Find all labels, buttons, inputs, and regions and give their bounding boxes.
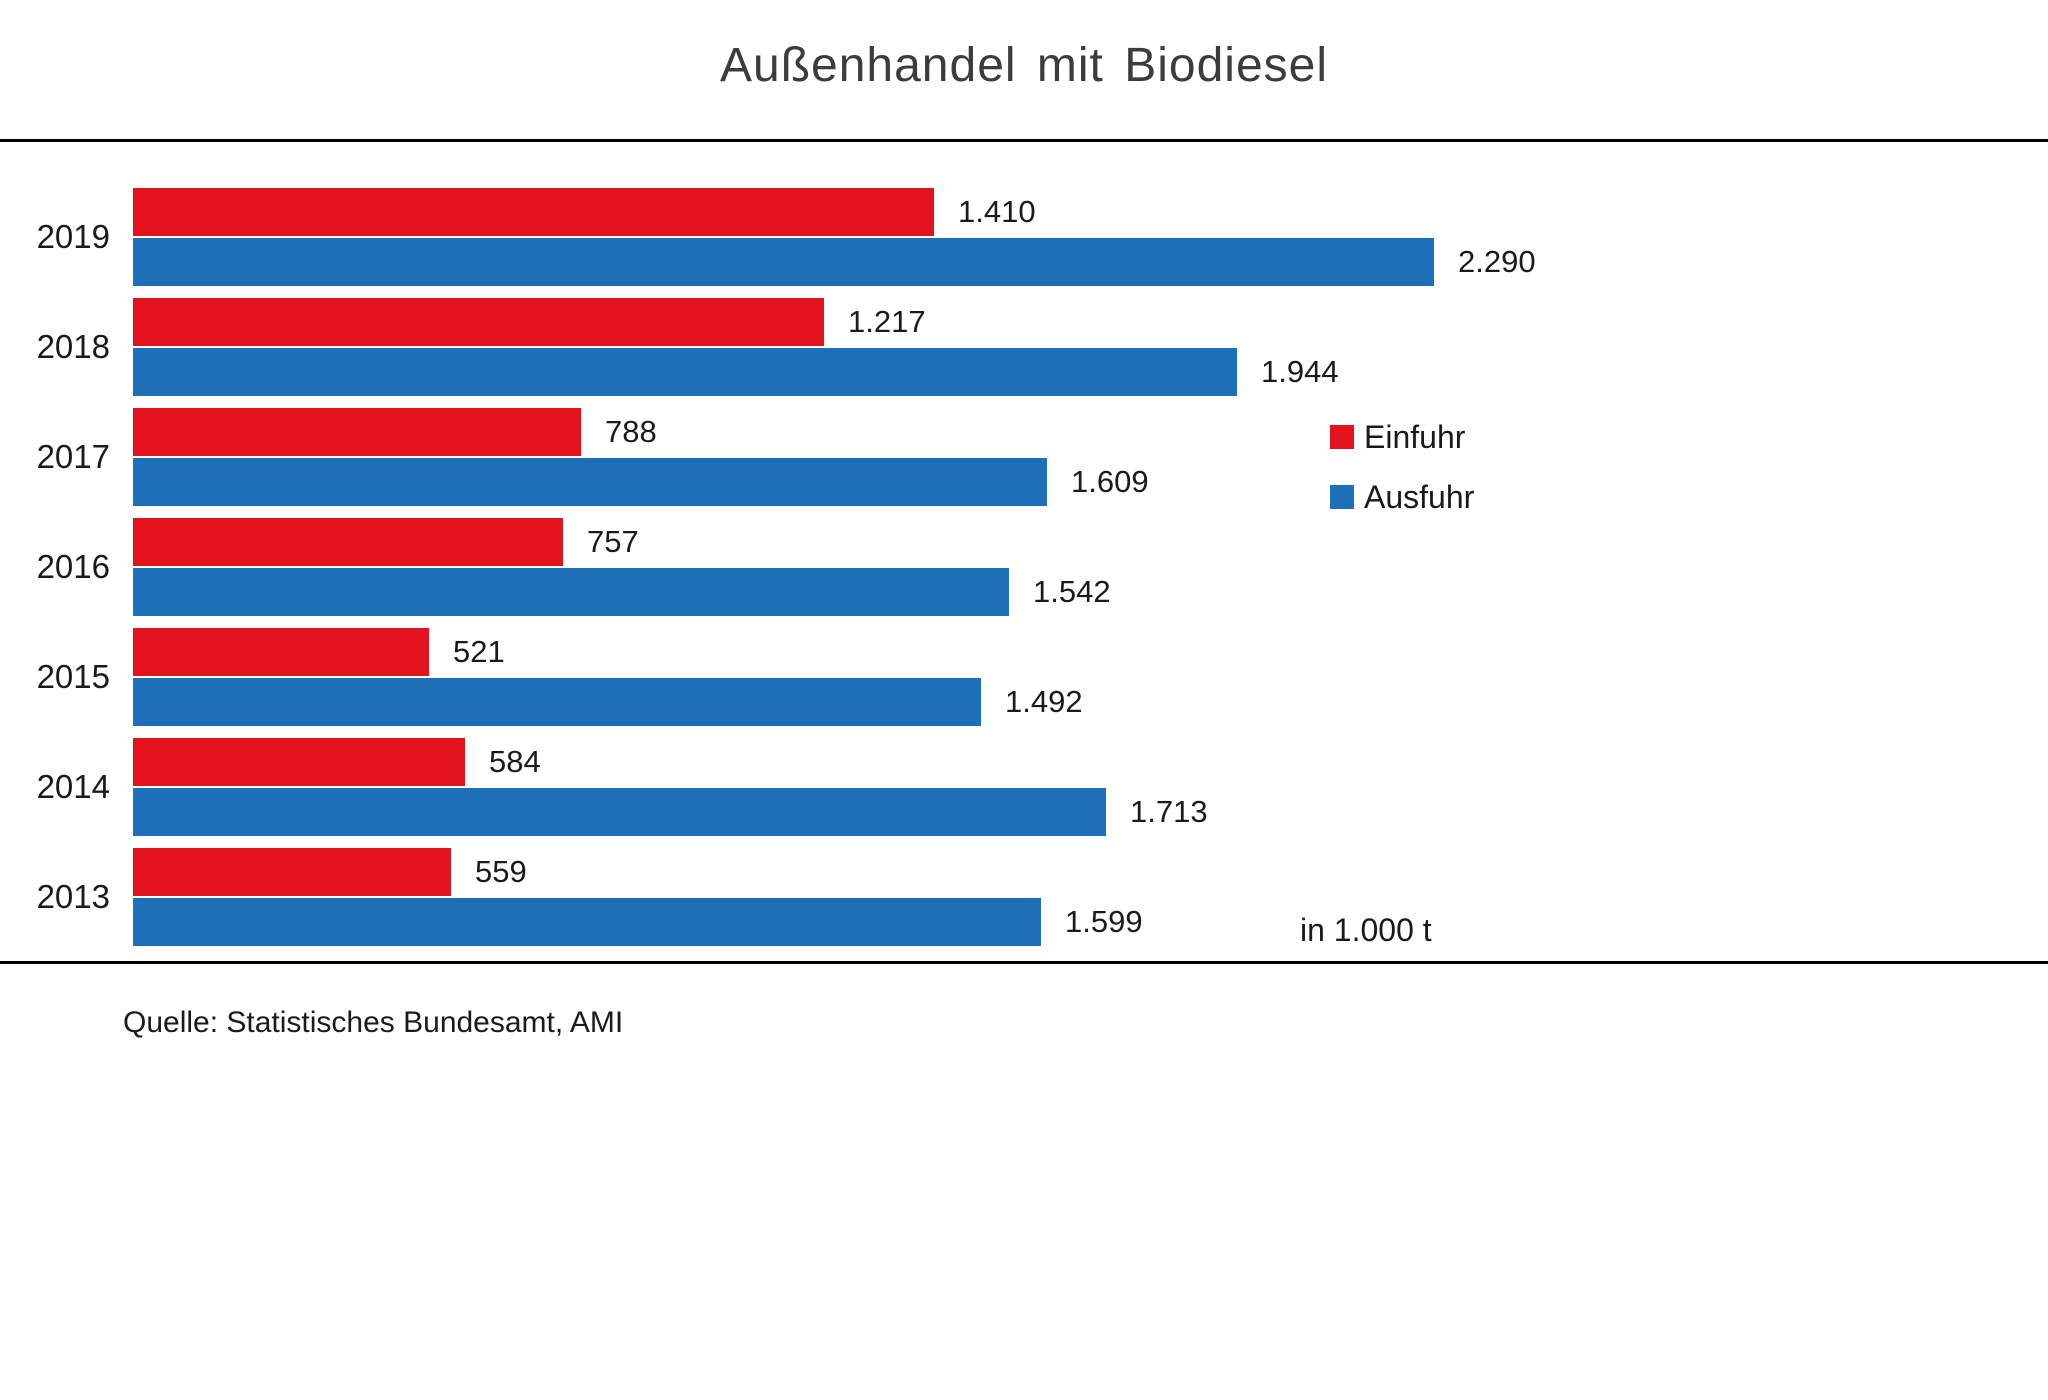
einfuhr-bar-row: 757 — [133, 518, 1536, 566]
ausfuhr-bar-row: 1.492 — [133, 678, 1536, 726]
top-divider — [0, 139, 2048, 142]
einfuhr-bar — [133, 298, 824, 346]
ausfuhr-bar — [133, 898, 1041, 946]
value-label: 788 — [605, 414, 657, 449]
value-label: 1.944 — [1261, 354, 1339, 389]
ausfuhr-bar — [133, 458, 1047, 506]
ausfuhr-bar-row: 1.713 — [133, 788, 1536, 836]
einfuhr-bar — [133, 848, 451, 896]
ausfuhr-bar — [133, 348, 1237, 396]
value-label: 521 — [453, 634, 505, 669]
ausfuhr-bar — [133, 678, 981, 726]
legend-item-ausfuhr: Ausfuhr — [1330, 478, 1475, 515]
legend-label: Ausfuhr — [1364, 478, 1475, 515]
value-label: 1.492 — [1005, 684, 1083, 719]
einfuhr-bar-row: 1.410 — [133, 188, 1536, 236]
ausfuhr-swatch-icon — [1330, 485, 1354, 509]
ausfuhr-bar — [133, 568, 1009, 616]
value-label: 1.542 — [1033, 574, 1111, 609]
einfuhr-bar-row: 521 — [133, 628, 1536, 676]
year-label: 2014 — [36, 768, 110, 805]
einfuhr-bar — [133, 408, 581, 456]
ausfuhr-bar-row: 1.599 — [133, 898, 1536, 946]
einfuhr-bar — [133, 738, 465, 786]
year-label: 2018 — [36, 328, 110, 365]
year-group-2015: 2015 521 1.492 — [37, 628, 1536, 726]
ausfuhr-bar-row: 1.944 — [133, 348, 1536, 396]
ausfuhr-bar — [133, 788, 1106, 836]
einfuhr-bar-row: 584 — [133, 738, 1536, 786]
value-label: 1.217 — [848, 304, 926, 339]
chart-title: Außenhandel mit Biodiesel — [719, 39, 1328, 92]
year-group-2019: 2019 1.410 2.290 — [37, 188, 1536, 286]
value-label: 2.290 — [1458, 244, 1536, 279]
einfuhr-bar-row: 1.217 — [133, 298, 1536, 346]
einfuhr-bar — [133, 628, 429, 676]
bar-chart: 2019 1.410 2.290 2018 1.217 1.944 2017 788 1.609… — [37, 188, 1536, 958]
einfuhr-bar-row: 788 — [133, 408, 1536, 456]
ausfuhr-bar-row: 1.609 — [133, 458, 1536, 506]
value-label: 1.599 — [1065, 904, 1143, 939]
legend-label: Einfuhr — [1364, 418, 1466, 455]
year-label: 2017 — [36, 438, 110, 475]
value-label: 1.609 — [1071, 464, 1149, 499]
unit-note: in 1.000 t — [1300, 912, 1432, 948]
value-label: 757 — [587, 524, 639, 559]
legend: Einfuhr Ausfuhr — [1330, 418, 1475, 540]
einfuhr-swatch-icon — [1330, 425, 1354, 449]
year-group-2014: 2014 584 1.713 — [37, 738, 1536, 836]
year-label: 2019 — [36, 218, 110, 255]
value-label: 1.410 — [958, 194, 1036, 229]
year-group-2017: 2017 788 1.609 — [37, 408, 1536, 506]
einfuhr-bar — [133, 518, 563, 566]
year-group-2013: 2013 559 1.599 — [37, 848, 1536, 946]
year-label: 2016 — [36, 548, 110, 585]
source-note: Quelle: Statistisches Bundesamt, AMI — [123, 1006, 624, 1039]
bottom-divider — [0, 961, 2048, 964]
year-group-2016: 2016 757 1.542 — [37, 518, 1536, 616]
bar-groups: 2019 1.410 2.290 2018 1.217 1.944 2017 788 1.609… — [37, 188, 1536, 946]
value-label: 584 — [489, 744, 541, 779]
ausfuhr-bar-row: 2.290 — [133, 238, 1536, 286]
ausfuhr-bar — [133, 238, 1434, 286]
year-group-2018: 2018 1.217 1.944 — [37, 298, 1536, 396]
ausfuhr-bar-row: 1.542 — [133, 568, 1536, 616]
legend-item-einfuhr: Einfuhr — [1330, 418, 1474, 455]
einfuhr-bar — [133, 188, 934, 236]
einfuhr-bar-row: 559 — [133, 848, 1536, 896]
value-label: 1.713 — [1130, 794, 1208, 829]
value-label: 559 — [475, 854, 527, 889]
year-label: 2015 — [36, 658, 110, 695]
year-label: 2013 — [36, 878, 110, 915]
